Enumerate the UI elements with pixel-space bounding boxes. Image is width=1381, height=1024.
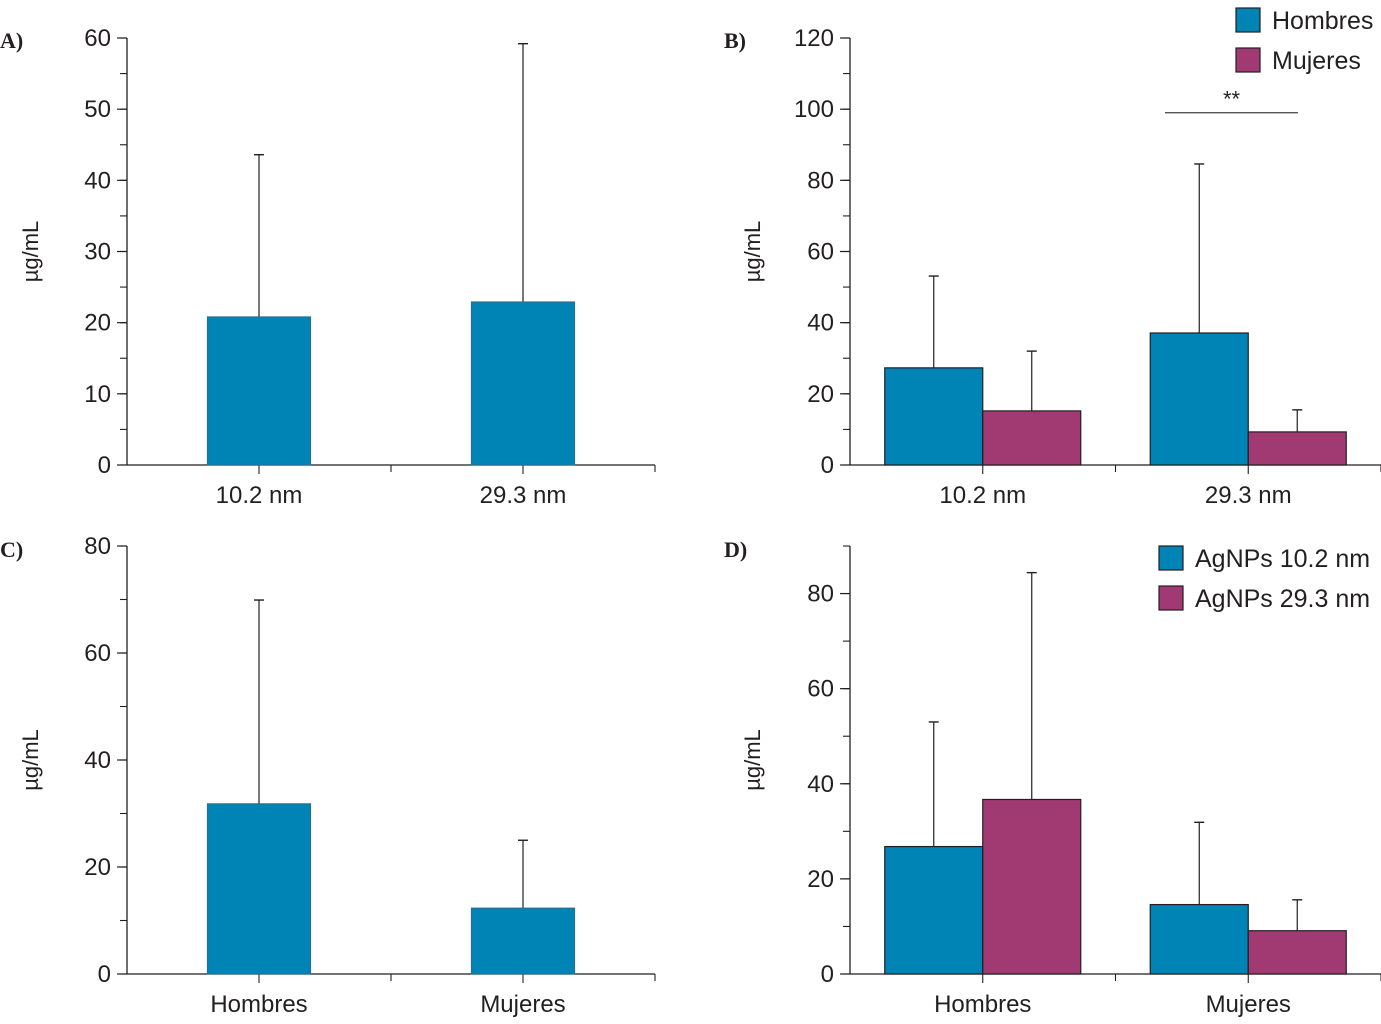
bar (982, 798, 1082, 975)
bar (470, 301, 576, 466)
panel-label: B) (724, 28, 746, 53)
y-tick-label: 20 (84, 310, 111, 337)
legend-label: Mujeres (1272, 47, 1361, 75)
legend-swatch (1235, 7, 1261, 33)
x-tick-label: Hombres (934, 991, 1031, 1018)
y-tick-label: 20 (807, 866, 834, 893)
y-tick-label: 0 (821, 452, 834, 479)
legend-swatch (1158, 545, 1184, 571)
x-tick-label: Mujeres (480, 991, 565, 1018)
bar (884, 367, 984, 466)
bar (1247, 930, 1347, 975)
y-tick-label: 40 (84, 747, 111, 774)
bar (1149, 332, 1249, 466)
legend-label: Hombres (1272, 7, 1373, 35)
bar (206, 316, 312, 466)
x-tick-label: 10.2 nm (939, 482, 1026, 509)
y-axis-label: µg/mL (740, 221, 765, 283)
y-tick-label: 40 (84, 167, 111, 194)
panel-label: D) (724, 537, 747, 562)
bar (1149, 903, 1249, 975)
bar (982, 410, 1082, 466)
chart-panel-c: C) µg/mL 0 20 40 60 80 Hombres Mujeres (0, 533, 656, 1018)
chart-panel-b: B) µg/mL 0 20 40 60 80 100 120 10.2 nm 29.3 nm Homb… (724, 7, 1381, 509)
legend-swatch (1235, 47, 1261, 73)
y-tick-label: 60 (84, 640, 111, 667)
bar (206, 803, 312, 975)
y-tick-label: 80 (807, 581, 834, 608)
y-tick-label: 0 (98, 452, 111, 479)
y-tick-label: 40 (807, 310, 834, 337)
panel-label: C) (0, 537, 23, 562)
bar (470, 907, 576, 975)
y-tick-label: 60 (84, 25, 111, 52)
y-tick-label: 50 (84, 96, 111, 123)
x-tick-label: 10.2 nm (216, 482, 303, 509)
y-axis-label: µg/mL (18, 221, 43, 283)
significance-label: ** (1223, 87, 1241, 112)
y-tick-label: 0 (821, 961, 834, 988)
chart-panel-d: D) µg/mL 0 20 40 60 80 Hombres Mujeres AgNPs 10.2… (724, 537, 1381, 1018)
y-tick-label: 120 (794, 25, 834, 52)
y-tick-label: 100 (794, 96, 834, 123)
panel-label: A) (0, 28, 23, 53)
legend-label: AgNPs 29.3 nm (1195, 585, 1370, 613)
y-tick-label: 0 (98, 961, 111, 988)
y-tick-label: 10 (84, 381, 111, 408)
y-tick-label: 40 (807, 771, 834, 798)
y-axis-label: µg/mL (18, 729, 43, 791)
y-tick-label: 60 (807, 676, 834, 703)
y-tick-label: 20 (807, 381, 834, 408)
legend-swatch (1158, 585, 1184, 611)
y-tick-label: 20 (84, 854, 111, 881)
y-tick-label: 30 (84, 239, 111, 266)
x-tick-label: 29.3 nm (1205, 482, 1292, 509)
x-tick-label: 29.3 nm (480, 482, 567, 509)
legend-label: AgNPs 10.2 nm (1195, 545, 1370, 573)
y-axis-label: µg/mL (740, 729, 765, 791)
y-tick-label: 80 (84, 533, 111, 560)
bar (884, 845, 984, 975)
y-tick-label: 80 (807, 167, 834, 194)
x-tick-label: Hombres (210, 991, 307, 1018)
y-tick-label: 60 (807, 239, 834, 266)
x-tick-label: Mujeres (1206, 991, 1291, 1018)
bar (1247, 431, 1347, 466)
chart-panel-a: A) µg/mL 0 10 20 30 40 50 60 10.2 nm 29.3 nm (0, 25, 656, 509)
